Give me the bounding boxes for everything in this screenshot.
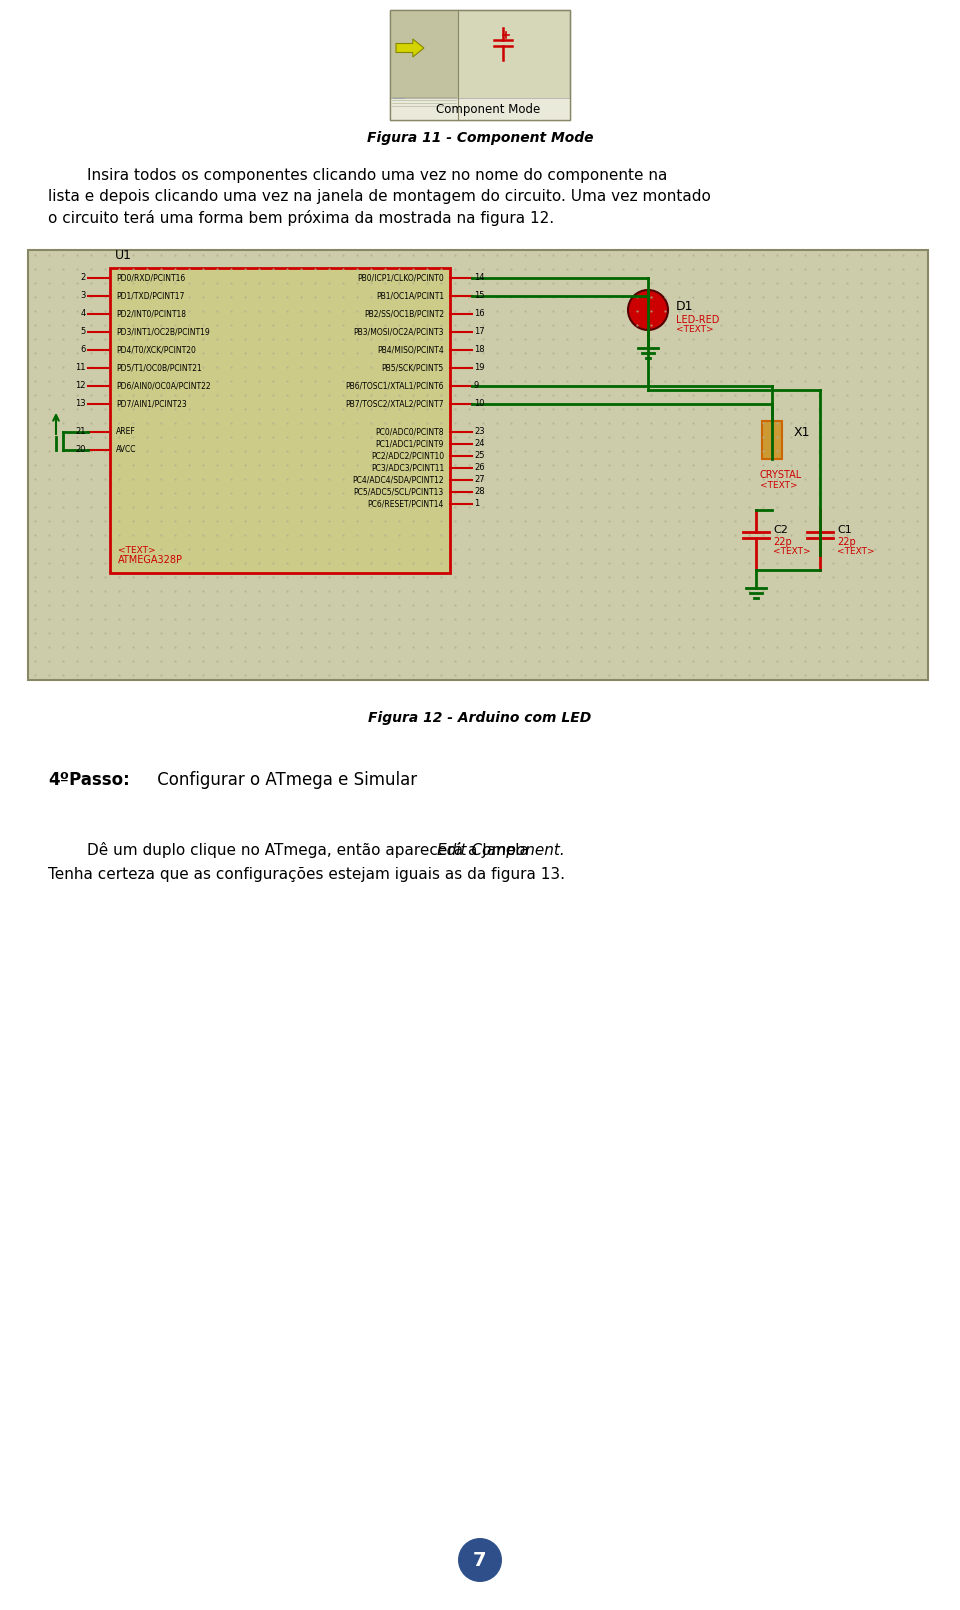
Text: PD2/INT0/PCINT18: PD2/INT0/PCINT18 — [116, 309, 186, 319]
Text: PD3/INT1/OC2B/PCINT19: PD3/INT1/OC2B/PCINT19 — [116, 327, 209, 336]
Text: Edit Component.: Edit Component. — [438, 842, 565, 858]
Text: D1: D1 — [676, 299, 693, 312]
FancyBboxPatch shape — [28, 250, 928, 679]
Text: Insira todos os componentes clicando uma vez no nome do componente na: Insira todos os componentes clicando uma… — [48, 167, 667, 184]
Text: <TEXT>: <TEXT> — [837, 547, 875, 557]
Text: Dê um duplo clique no ATmega, então aparecerá a Janela: Dê um duplo clique no ATmega, então apar… — [48, 842, 534, 858]
Text: 27: 27 — [474, 475, 485, 485]
Text: C2: C2 — [773, 525, 788, 535]
Text: AREF: AREF — [116, 428, 135, 436]
Text: lista e depois clicando uma vez na janela de montagem do circuito. Uma vez monta: lista e depois clicando uma vez na janel… — [48, 188, 710, 204]
Text: 13: 13 — [76, 399, 86, 409]
Text: PB2/SS/OC1B/PCINT2: PB2/SS/OC1B/PCINT2 — [364, 309, 444, 319]
Text: 20: 20 — [76, 446, 86, 454]
Text: 26: 26 — [474, 464, 485, 472]
Text: U1: U1 — [115, 250, 132, 262]
Text: PD0/RXD/PCINT16: PD0/RXD/PCINT16 — [116, 274, 185, 282]
Text: Configurar o ATmega e Simular: Configurar o ATmega e Simular — [152, 771, 418, 789]
Text: CRYSTAL: CRYSTAL — [760, 470, 803, 480]
Text: PB3/MOSI/OC2A/PCINT3: PB3/MOSI/OC2A/PCINT3 — [353, 327, 444, 336]
Text: AVCC: AVCC — [116, 446, 136, 454]
Text: PB0/ICP1/CLKO/PCINT0: PB0/ICP1/CLKO/PCINT0 — [357, 274, 444, 282]
Text: PD4/T0/XCK/PCINT20: PD4/T0/XCK/PCINT20 — [116, 346, 196, 354]
Text: <TEXT>: <TEXT> — [760, 480, 798, 489]
Text: 24: 24 — [474, 440, 485, 449]
Text: PC4/ADC4/SDA/PCINT12: PC4/ADC4/SDA/PCINT12 — [352, 475, 444, 485]
Text: o circuito terá uma forma bem próxima da mostrada na figura 12.: o circuito terá uma forma bem próxima da… — [48, 209, 554, 225]
Text: Figura 11 - Component Mode: Figura 11 - Component Mode — [367, 130, 593, 145]
Text: PD5/T1/OC0B/PCINT21: PD5/T1/OC0B/PCINT21 — [116, 364, 202, 372]
Text: C1: C1 — [837, 525, 852, 535]
FancyBboxPatch shape — [762, 420, 782, 459]
Text: LED-RED: LED-RED — [676, 316, 719, 325]
FancyBboxPatch shape — [110, 267, 450, 573]
Text: 14: 14 — [474, 274, 485, 282]
Text: 12: 12 — [76, 382, 86, 391]
FancyBboxPatch shape — [393, 98, 405, 109]
Text: 9: 9 — [474, 382, 479, 391]
Text: 16: 16 — [474, 309, 485, 319]
Text: 15: 15 — [474, 291, 485, 301]
Polygon shape — [396, 39, 424, 56]
Text: PC0/ADC0/PCINT8: PC0/ADC0/PCINT8 — [375, 428, 444, 436]
Text: 6: 6 — [81, 346, 86, 354]
Text: 4ºPasso:: 4ºPasso: — [48, 771, 130, 789]
Circle shape — [458, 1538, 502, 1583]
Text: 4: 4 — [81, 309, 86, 319]
Text: 23: 23 — [474, 428, 485, 436]
Text: PC6/RESET/PCINT14: PC6/RESET/PCINT14 — [368, 499, 444, 509]
Text: PB6/TOSC1/XTAL1/PCINT6: PB6/TOSC1/XTAL1/PCINT6 — [346, 382, 444, 391]
FancyBboxPatch shape — [390, 98, 570, 121]
Text: 21: 21 — [76, 428, 86, 436]
Text: 28: 28 — [474, 488, 485, 496]
FancyBboxPatch shape — [390, 10, 458, 121]
Text: 1: 1 — [474, 499, 479, 509]
Text: Tenha certeza que as configurações estejam iguais as da figura 13.: Tenha certeza que as configurações estej… — [48, 866, 565, 882]
Text: PD7/AIN1/PCINT23: PD7/AIN1/PCINT23 — [116, 399, 187, 409]
Text: PB7/TOSC2/XTAL2/PCINT7: PB7/TOSC2/XTAL2/PCINT7 — [346, 399, 444, 409]
Text: PC5/ADC5/SCL/PCINT13: PC5/ADC5/SCL/PCINT13 — [353, 488, 444, 496]
Text: <TEXT>: <TEXT> — [676, 325, 713, 335]
Text: Figura 12 - Arduino com LED: Figura 12 - Arduino com LED — [369, 712, 591, 724]
Text: 17: 17 — [474, 327, 485, 336]
Text: ATMEGA328P: ATMEGA328P — [118, 555, 183, 565]
Text: 22p: 22p — [773, 538, 792, 547]
FancyBboxPatch shape — [390, 10, 570, 121]
Text: 25: 25 — [474, 451, 485, 460]
Text: Component Mode: Component Mode — [436, 103, 540, 116]
Text: 18: 18 — [474, 346, 485, 354]
Text: PD6/AIN0/OC0A/PCINT22: PD6/AIN0/OC0A/PCINT22 — [116, 382, 210, 391]
Circle shape — [628, 290, 668, 330]
Text: PD1/TXD/PCINT17: PD1/TXD/PCINT17 — [116, 291, 184, 301]
Text: PC3/ADC3/PCINT11: PC3/ADC3/PCINT11 — [371, 464, 444, 472]
Text: 5: 5 — [81, 327, 86, 336]
Text: X1: X1 — [794, 425, 810, 438]
Text: 7: 7 — [473, 1550, 487, 1570]
Text: PB4/MISO/PCINT4: PB4/MISO/PCINT4 — [377, 346, 444, 354]
Text: PB1/OC1A/PCINT1: PB1/OC1A/PCINT1 — [376, 291, 444, 301]
Text: 3: 3 — [81, 291, 86, 301]
Text: <TEXT>: <TEXT> — [118, 546, 156, 555]
Text: PC2/ADC2/PCINT10: PC2/ADC2/PCINT10 — [371, 451, 444, 460]
Text: 22p: 22p — [837, 538, 855, 547]
Text: <TEXT>: <TEXT> — [773, 547, 810, 557]
Text: 11: 11 — [76, 364, 86, 372]
Text: 19: 19 — [474, 364, 485, 372]
Text: 2: 2 — [81, 274, 86, 282]
Text: 10: 10 — [474, 399, 485, 409]
Text: PB5/SCK/PCINT5: PB5/SCK/PCINT5 — [382, 364, 444, 372]
Text: PC1/ADC1/PCINT9: PC1/ADC1/PCINT9 — [375, 440, 444, 449]
